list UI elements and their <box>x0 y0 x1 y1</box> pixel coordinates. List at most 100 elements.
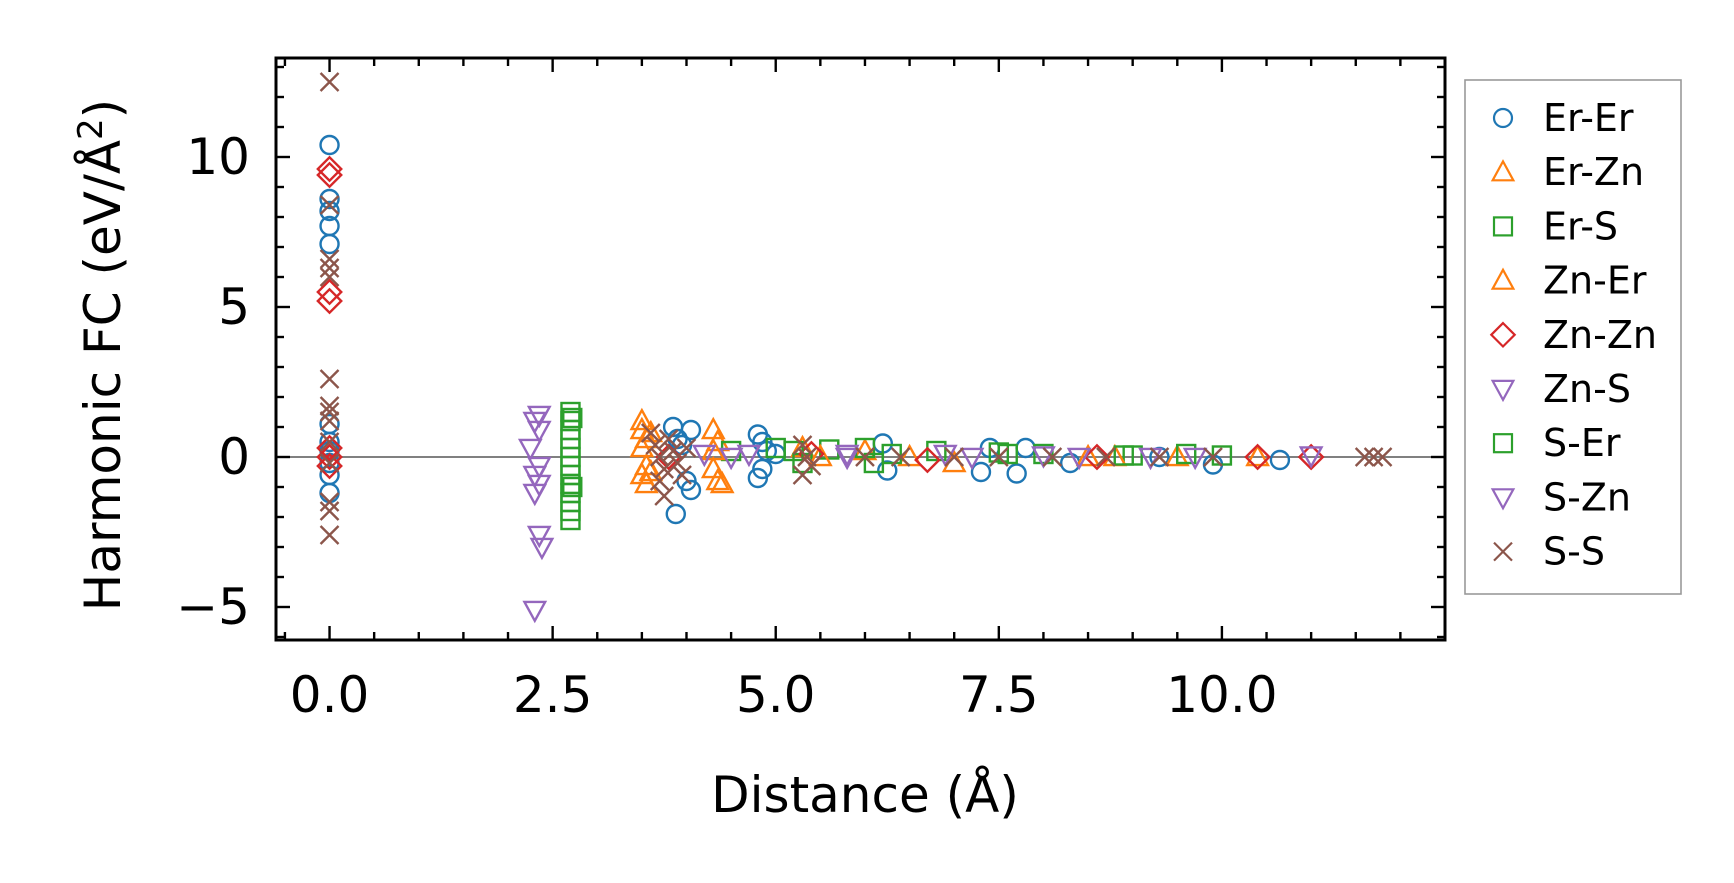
data-point <box>319 267 340 287</box>
data-point <box>316 155 343 183</box>
x-tick-label: 10.0 <box>1166 666 1277 724</box>
data-point <box>1372 447 1393 467</box>
data-point <box>319 249 340 269</box>
data-point <box>316 434 343 462</box>
data-point <box>705 467 731 491</box>
data-point <box>319 188 340 210</box>
data-point <box>970 461 992 483</box>
data-point <box>1354 447 1375 467</box>
data-point <box>1244 443 1272 471</box>
data-point <box>319 72 340 92</box>
data-point <box>1096 447 1116 467</box>
data-point <box>932 444 958 468</box>
legend-item: Er-Zn <box>1490 150 1644 194</box>
data-point <box>645 435 666 455</box>
data-point <box>654 486 675 506</box>
data-point <box>319 402 340 422</box>
data-point <box>654 459 675 479</box>
legend-marker <box>1492 433 1514 454</box>
data-point <box>629 407 655 431</box>
data-point <box>1269 449 1291 471</box>
data-point <box>672 465 692 485</box>
legend-marker <box>1492 107 1514 129</box>
axes: 0.0 2.5 5.0 7.5 10.0 −5 0 5 10 <box>176 56 1447 724</box>
data-point <box>680 419 702 441</box>
data-point <box>319 396 340 416</box>
data-point <box>807 443 833 467</box>
data-point <box>736 444 762 468</box>
data-point <box>649 471 670 491</box>
data-point <box>667 453 688 473</box>
data-point <box>926 440 947 462</box>
data-point <box>319 134 340 156</box>
series-S-S <box>319 72 1393 545</box>
legend-marker <box>1489 321 1517 349</box>
data-point <box>959 447 985 471</box>
data-point <box>629 434 655 458</box>
data-point <box>319 411 340 431</box>
data-point <box>526 420 552 444</box>
data-point <box>319 431 340 453</box>
data-point <box>529 537 555 561</box>
data-point <box>1015 437 1036 459</box>
data-point <box>316 443 343 471</box>
x-tick-label: 0.0 <box>290 666 370 724</box>
y-tick-label: 10 <box>186 128 250 186</box>
plot-area <box>276 72 1445 624</box>
data-point <box>526 405 552 429</box>
data-point <box>1006 463 1027 484</box>
legend-item: Er-S <box>1492 204 1618 248</box>
data-point <box>1031 446 1056 469</box>
legend-label: S-Er <box>1543 421 1621 465</box>
legend-label: Er-S <box>1543 204 1618 248</box>
data-point <box>1066 447 1092 471</box>
legend: Er-Er Er-Zn Er-S Zn-Er Zn-Zn Zn-S S-Er S-Zn S-S <box>1464 79 1682 595</box>
legend-item: S-S <box>1493 530 1605 574</box>
data-point <box>944 447 965 467</box>
legend-label: Zn-Er <box>1543 259 1647 303</box>
y-tick-label: −5 <box>176 578 250 636</box>
legend-label: S-Zn <box>1543 475 1631 519</box>
data-point <box>718 447 744 471</box>
data-point <box>1363 447 1384 467</box>
series-Er-Er <box>319 134 1291 525</box>
data-point <box>792 435 813 455</box>
legend-marker <box>1490 159 1516 182</box>
data-point <box>1033 443 1054 465</box>
legend-marker <box>1490 488 1516 511</box>
data-point <box>1075 443 1101 467</box>
x-tick-label: 5.0 <box>736 666 816 724</box>
data-point <box>649 447 670 467</box>
data-point <box>319 432 340 452</box>
legend-marker <box>1490 379 1516 403</box>
data-point <box>316 287 343 315</box>
data-point <box>1176 443 1197 465</box>
data-point <box>691 444 717 468</box>
data-point <box>1298 446 1324 469</box>
data-point <box>640 423 661 443</box>
data-point <box>522 483 548 507</box>
data-point <box>881 443 902 465</box>
legend-marker <box>1493 541 1513 562</box>
data-point <box>319 492 340 512</box>
y-axis-label-superscript: 2 <box>71 118 111 140</box>
x-tick-label: 7.5 <box>959 666 1039 724</box>
data-point <box>665 503 686 525</box>
legend-label: S-S <box>1543 530 1605 574</box>
data-point <box>834 444 860 468</box>
series-Zn-S <box>517 411 1163 624</box>
legend-item: S-Zn <box>1490 475 1631 519</box>
data-point <box>877 460 898 481</box>
data-point <box>890 447 911 467</box>
data-point <box>522 600 548 624</box>
data-point <box>319 195 340 215</box>
data-point <box>526 525 552 549</box>
data-point <box>562 407 583 429</box>
data-point <box>1245 443 1270 467</box>
data-point <box>834 447 860 471</box>
x-axis-label: Distance (Å) <box>711 766 1019 824</box>
data-point <box>792 465 813 485</box>
data-point <box>633 470 659 494</box>
data-point <box>638 458 664 482</box>
